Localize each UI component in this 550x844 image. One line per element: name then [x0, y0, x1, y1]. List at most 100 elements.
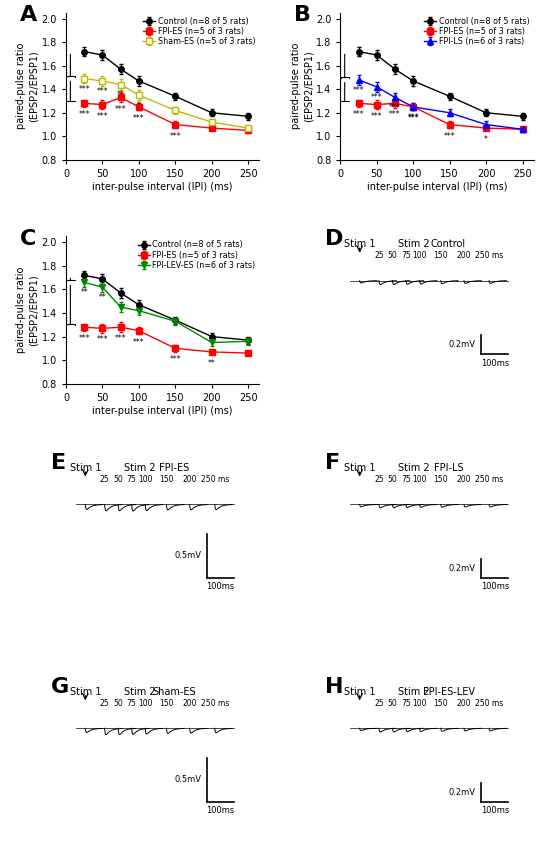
- Y-axis label: paired-pulse ratio
(EPSP2/EPSP1): paired-pulse ratio (EPSP2/EPSP1): [16, 267, 39, 354]
- Text: 25: 25: [374, 251, 384, 260]
- Text: 50: 50: [113, 475, 123, 484]
- Text: ***: ***: [389, 103, 401, 112]
- Text: G: G: [51, 677, 69, 697]
- Text: 75: 75: [401, 251, 411, 260]
- Text: A: A: [20, 5, 37, 25]
- Text: 0.5mV: 0.5mV: [174, 551, 201, 560]
- Text: ***: ***: [115, 334, 126, 344]
- X-axis label: inter-pulse interval (IPI) (ms): inter-pulse interval (IPI) (ms): [92, 405, 233, 415]
- Text: 100ms: 100ms: [481, 582, 509, 592]
- X-axis label: inter-pulse interval (IPI) (ms): inter-pulse interval (IPI) (ms): [92, 181, 233, 192]
- Text: ***: ***: [389, 111, 401, 120]
- Text: 75: 75: [401, 475, 411, 484]
- Text: Stim 1: Stim 1: [344, 240, 376, 250]
- Text: Stim 2: Stim 2: [398, 687, 430, 697]
- Text: 25: 25: [100, 699, 109, 707]
- Text: *: *: [484, 135, 488, 144]
- Text: 50: 50: [388, 251, 397, 260]
- Y-axis label: paired-pulse ratio
(EPSP2/EPSP1): paired-pulse ratio (EPSP2/EPSP1): [291, 43, 313, 129]
- Text: 250 ms: 250 ms: [475, 699, 503, 707]
- Text: ***: ***: [133, 114, 145, 123]
- Text: Stim 2: Stim 2: [398, 463, 430, 473]
- Text: ***: ***: [371, 111, 383, 121]
- Text: 250 ms: 250 ms: [475, 251, 503, 260]
- Text: 100ms: 100ms: [206, 806, 235, 815]
- Text: Stim 2: Stim 2: [124, 463, 155, 473]
- Text: 100ms: 100ms: [206, 582, 235, 592]
- Text: 25: 25: [374, 699, 384, 707]
- Text: FPI-ES: FPI-ES: [159, 463, 189, 473]
- Text: 100: 100: [138, 699, 152, 707]
- Text: 50: 50: [388, 699, 397, 707]
- Text: 100ms: 100ms: [481, 359, 509, 368]
- Text: 150: 150: [159, 699, 174, 707]
- Text: 200: 200: [183, 475, 197, 484]
- Text: **: **: [98, 293, 106, 302]
- Text: 25: 25: [374, 475, 384, 484]
- Text: ***: ***: [79, 334, 90, 344]
- Text: ***: ***: [444, 132, 455, 141]
- Text: ***: ***: [97, 87, 108, 96]
- Text: FPI-LS: FPI-LS: [434, 463, 463, 473]
- Text: 75: 75: [127, 475, 136, 484]
- Text: Stim 1: Stim 1: [344, 463, 376, 473]
- Legend: Control (n=8 of 5 rats), FPI-ES (n=5 of 3 rats), Sham-ES (n=5 of 3 rats): Control (n=8 of 5 rats), FPI-ES (n=5 of …: [143, 17, 255, 46]
- Text: Stim 1: Stim 1: [69, 687, 101, 697]
- Text: ***: ***: [353, 86, 364, 95]
- Text: **: **: [117, 90, 124, 100]
- Text: 150: 150: [433, 475, 448, 484]
- Text: 0.2mV: 0.2mV: [449, 787, 476, 797]
- Text: ***: ***: [408, 113, 419, 122]
- Text: ***: ***: [79, 111, 90, 120]
- Legend: Control (n=8 of 5 rats), FPI-ES (n=5 of 3 rats), FPI-LEV-ES (n=6 of 3 rats): Control (n=8 of 5 rats), FPI-ES (n=5 of …: [138, 241, 255, 270]
- Text: 100: 100: [412, 699, 427, 707]
- Text: Stim 2: Stim 2: [124, 687, 155, 697]
- Text: 200: 200: [456, 699, 471, 707]
- Text: 250 ms: 250 ms: [201, 699, 229, 707]
- Text: 100: 100: [412, 475, 427, 484]
- Text: C: C: [20, 229, 36, 249]
- Text: ***: ***: [408, 114, 419, 123]
- Text: 250 ms: 250 ms: [201, 475, 229, 484]
- Text: E: E: [51, 453, 65, 473]
- Text: 25: 25: [100, 475, 109, 484]
- Text: Sham-ES: Sham-ES: [152, 687, 196, 697]
- Text: ***: ***: [133, 338, 145, 347]
- Text: **: **: [80, 289, 88, 297]
- Text: Stim 1: Stim 1: [344, 687, 376, 697]
- Text: 100: 100: [412, 251, 427, 260]
- Text: 0.2mV: 0.2mV: [449, 340, 476, 349]
- Text: ***: ***: [169, 132, 181, 141]
- X-axis label: inter-pulse interval (IPI) (ms): inter-pulse interval (IPI) (ms): [367, 181, 507, 192]
- Text: ***: ***: [169, 355, 181, 365]
- Text: 150: 150: [433, 251, 448, 260]
- Text: 0.2mV: 0.2mV: [449, 564, 476, 573]
- Text: F: F: [325, 453, 340, 473]
- Text: ***: ***: [97, 111, 108, 121]
- Text: 75: 75: [401, 699, 411, 707]
- Y-axis label: paired-pulse ratio
(EPSP2/EPSP1): paired-pulse ratio (EPSP2/EPSP1): [16, 43, 39, 129]
- Text: Control: Control: [431, 240, 466, 250]
- Text: 50: 50: [113, 699, 123, 707]
- Text: D: D: [325, 229, 343, 249]
- Text: H: H: [325, 677, 343, 697]
- Text: 75: 75: [127, 699, 136, 707]
- Text: 150: 150: [159, 475, 174, 484]
- Text: 100: 100: [138, 475, 152, 484]
- Legend: Control (n=8 of 5 rats), FPI-ES (n=5 of 3 rats), FPI-LS (n=6 of 3 rats): Control (n=8 of 5 rats), FPI-ES (n=5 of …: [424, 17, 530, 46]
- Text: ***: ***: [97, 335, 108, 344]
- Text: ***: ***: [79, 84, 90, 94]
- Text: 200: 200: [183, 699, 197, 707]
- Text: 200: 200: [456, 251, 471, 260]
- Text: Stim 2: Stim 2: [398, 240, 430, 250]
- Text: 150: 150: [433, 699, 448, 707]
- Text: B: B: [294, 5, 311, 25]
- Text: Stim 1: Stim 1: [69, 463, 101, 473]
- Text: 250 ms: 250 ms: [475, 475, 503, 484]
- Text: 200: 200: [456, 475, 471, 484]
- Text: ***: ***: [115, 105, 126, 114]
- Text: 0.5mV: 0.5mV: [174, 776, 201, 784]
- Text: 50: 50: [388, 475, 397, 484]
- Text: ***: ***: [353, 111, 364, 120]
- Text: FPI-ES-LEV: FPI-ES-LEV: [422, 687, 475, 697]
